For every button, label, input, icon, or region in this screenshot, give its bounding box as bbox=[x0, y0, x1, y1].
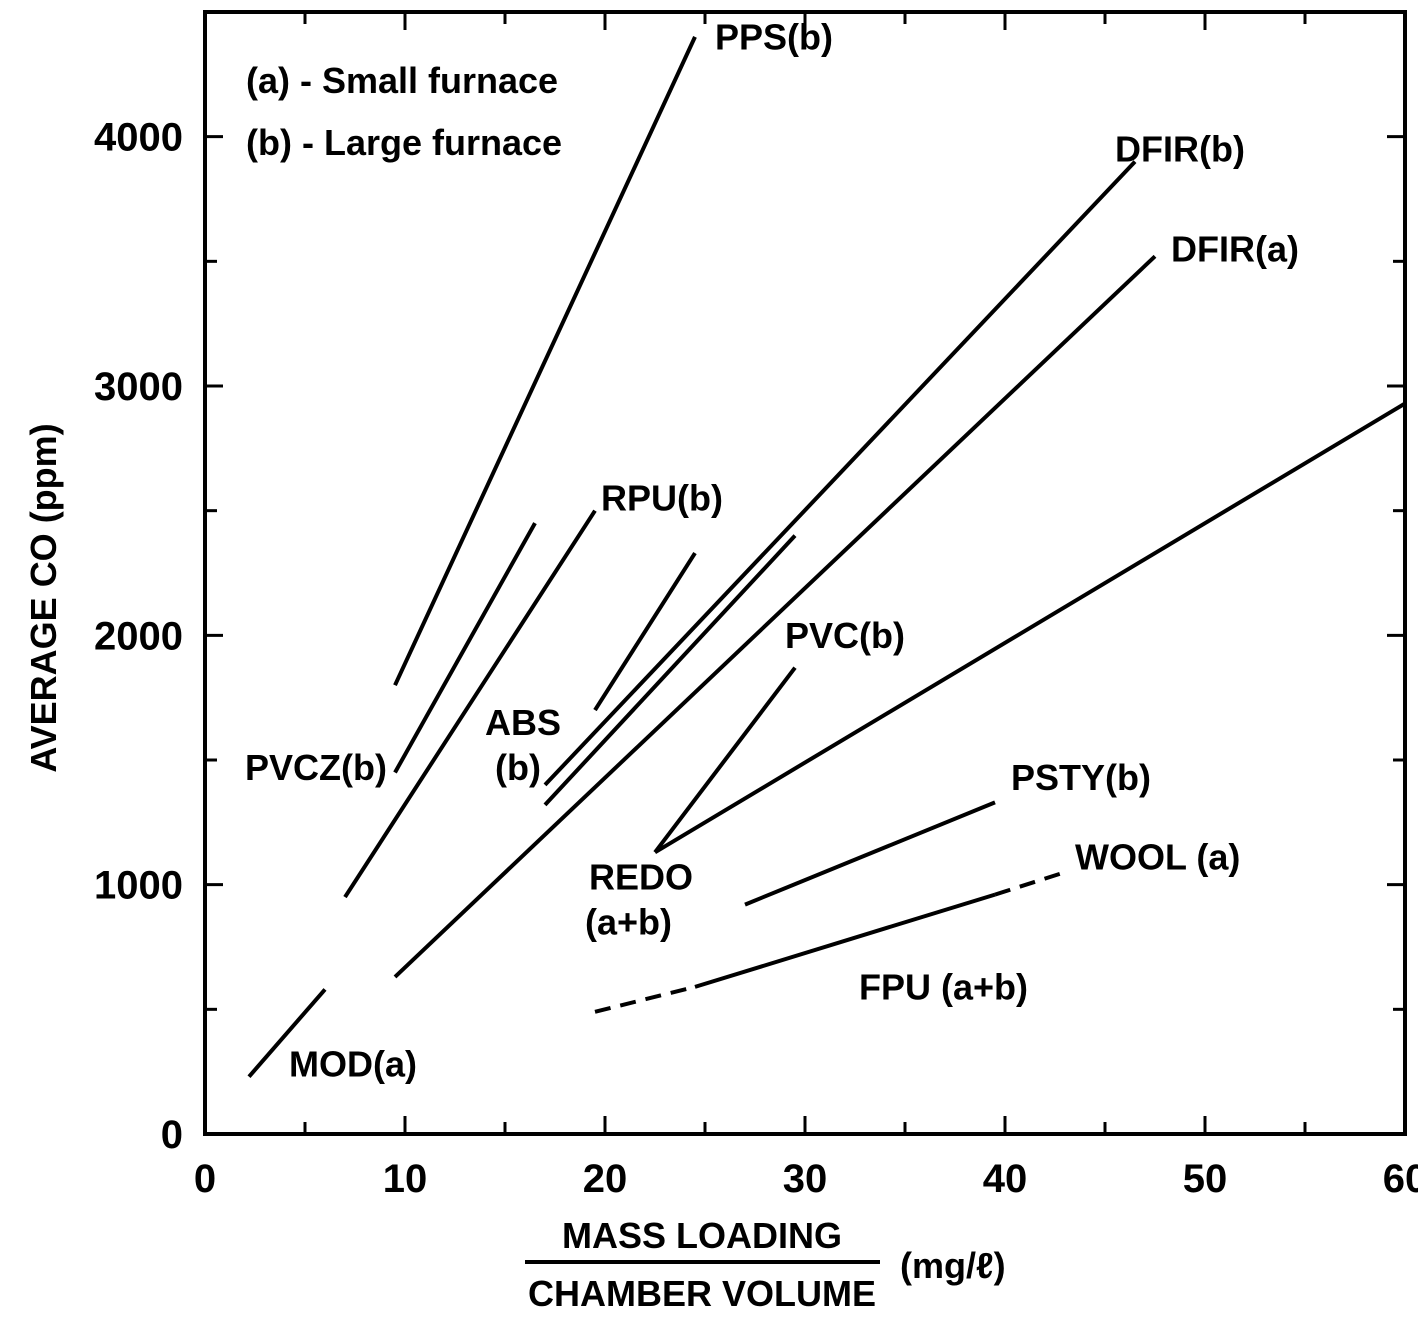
series-line-redo-a-b bbox=[653, 401, 1407, 855]
series-line-abs bbox=[593, 552, 697, 712]
series-line-dfir-b bbox=[543, 160, 1137, 787]
series-line-rpu-b bbox=[343, 509, 597, 899]
series-label: DFIR(a) bbox=[1171, 228, 1299, 269]
y-axis-title: AVERAGE CO (ppm) bbox=[23, 423, 64, 772]
y-tick-label: 0 bbox=[161, 1113, 183, 1157]
y-tick-label: 2000 bbox=[94, 614, 183, 658]
series-label: FPU (a+b) bbox=[859, 966, 1028, 1007]
plot-border bbox=[203, 10, 1407, 1136]
series-line-pvcz-b bbox=[393, 522, 537, 774]
legend-entry-a: (a) - Small furnace bbox=[246, 60, 558, 101]
series-labels: PPS(b) DFIR(b) DFIR(a) RPU(b) PVC(b) ABS(b) PV… bbox=[245, 16, 1299, 1084]
series-line-mod-a bbox=[247, 988, 327, 1079]
series-label: DFIR(b) bbox=[1115, 129, 1245, 170]
series-line-wool-a bbox=[994, 870, 1066, 897]
x-tick-label: 0 bbox=[194, 1157, 216, 1201]
series-line-fpu-a-b bbox=[594, 984, 696, 1014]
x-axis-title-unit: (mg/ℓ) bbox=[900, 1245, 1006, 1286]
y-tick-label: 1000 bbox=[94, 864, 183, 908]
y-tick-label: 3000 bbox=[94, 365, 183, 409]
x-tick-label: 30 bbox=[783, 1157, 828, 1201]
axis-ticks bbox=[203, 10, 1407, 1136]
y-tick-label: 4000 bbox=[94, 116, 183, 160]
x-tick-label: 20 bbox=[583, 1157, 628, 1201]
x-axis-title: MASS LOADING CHAMBER VOLUME (mg/ℓ) bbox=[525, 1215, 1006, 1314]
series-line-pvc-b bbox=[653, 666, 797, 854]
x-tick-label: 10 bbox=[383, 1157, 428, 1201]
series-lines bbox=[247, 36, 1407, 1079]
series-label: PVC(b) bbox=[785, 615, 905, 656]
series-line-pps-b bbox=[393, 36, 697, 687]
x-tick-label: 60 bbox=[1383, 1157, 1418, 1201]
series-label: REDO bbox=[589, 857, 693, 898]
x-tick-label: 40 bbox=[983, 1157, 1028, 1201]
axis-tick-labels: 0 10 20 30 40 50 60 0 1000 2000 3000 4000 bbox=[94, 116, 1418, 1201]
plot-frame bbox=[203, 10, 1407, 1136]
series-line-dfir-a bbox=[393, 254, 1157, 979]
x-axis-title-numerator: MASS LOADING bbox=[562, 1215, 842, 1256]
series-label: PPS(b) bbox=[715, 16, 833, 57]
series-label: MOD(a) bbox=[289, 1044, 417, 1085]
series-label: (b) bbox=[495, 747, 541, 788]
series-label: WOOL (a) bbox=[1075, 837, 1240, 878]
series-label: PSTY(b) bbox=[1011, 757, 1151, 798]
x-axis-title-denominator: CHAMBER VOLUME bbox=[528, 1273, 876, 1314]
x-tick-label: 50 bbox=[1183, 1157, 1228, 1201]
series-label: ABS bbox=[485, 702, 561, 743]
series-label: PVCZ(b) bbox=[245, 747, 387, 788]
series-label: RPU(b) bbox=[601, 478, 723, 519]
legend-entry-b: (b) - Large furnace bbox=[246, 122, 562, 163]
legend: (a) - Small furnace (b) - Large furnace bbox=[246, 60, 562, 163]
series-label: (a+b) bbox=[585, 902, 672, 943]
series-line-abs-b bbox=[543, 534, 797, 807]
series-line-psty-b bbox=[744, 800, 996, 907]
series-line-fpu-a-b bbox=[694, 892, 996, 989]
